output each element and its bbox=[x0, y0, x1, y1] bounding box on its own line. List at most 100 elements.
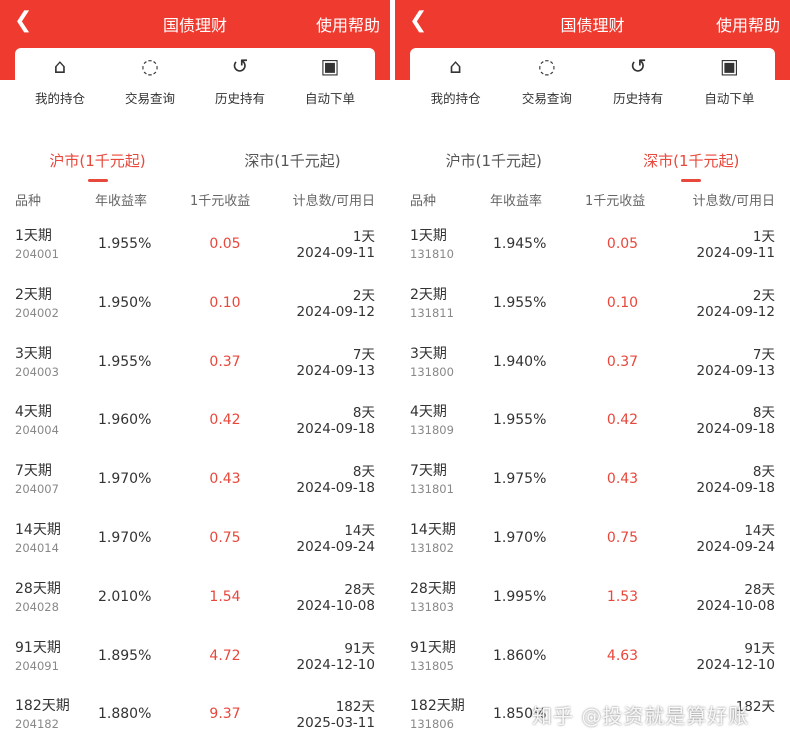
earnings-per-1000: 0.43 bbox=[606, 471, 639, 488]
product-name: 28天期 bbox=[15, 580, 61, 597]
annual-rate: 1.850% bbox=[493, 706, 547, 723]
quick-action-1[interactable]: ◌ 交易查询 bbox=[501, 48, 592, 118]
available-date: 2024-12-10 bbox=[696, 656, 775, 673]
available-date: 2024-09-18 bbox=[696, 480, 775, 497]
available-date: 2024-09-13 bbox=[696, 362, 775, 379]
product-code: 131803 bbox=[410, 599, 454, 614]
table-row[interactable]: 28天期 204028 2.010% 1.54 28天 2024-10-08 bbox=[0, 578, 390, 636]
annual-rate: 1.970% bbox=[98, 471, 152, 488]
annual-rate: 1.975% bbox=[493, 471, 547, 488]
product-code: 131811 bbox=[410, 305, 454, 320]
product-code: 204182 bbox=[15, 717, 59, 732]
table-row[interactable]: 28天期 131803 1.995% 1.53 28天 2024-10-08 bbox=[395, 578, 790, 636]
earnings-per-1000: 0.37 bbox=[606, 353, 639, 370]
product-name: 2天期 bbox=[15, 286, 52, 303]
earnings-per-1000: 0.75 bbox=[209, 530, 241, 546]
available-date: 2024-09-18 bbox=[696, 421, 775, 438]
chat-search-icon: ◌ bbox=[538, 54, 556, 78]
col-days: 计息数/可用日 bbox=[692, 194, 775, 209]
product-name: 4天期 bbox=[410, 404, 447, 421]
annual-rate: 1.895% bbox=[98, 647, 152, 664]
product-name: 4天期 bbox=[15, 404, 52, 421]
interest-days: 91天 bbox=[744, 640, 775, 657]
table-row[interactable]: 7天期 131801 1.975% 0.43 8天 2024-09-18 bbox=[395, 460, 790, 518]
interest-days: 14天 bbox=[344, 523, 375, 539]
table-row[interactable]: 1天期 131810 1.945% 0.05 1天 2024-09-11 bbox=[395, 225, 790, 283]
table-row[interactable]: 182天期 131806 1.850% 182天 bbox=[395, 695, 790, 750]
available-date: 2025-03-11 bbox=[296, 715, 375, 732]
product-name: 3天期 bbox=[410, 345, 447, 362]
watermark: 知乎 @投资就是算好账 bbox=[532, 704, 750, 728]
product-code: 131801 bbox=[410, 482, 454, 497]
table-row[interactable]: 3天期 204003 1.955% 0.37 7天 2024-09-13 bbox=[0, 343, 390, 401]
col-earn: 1千元收益 bbox=[190, 194, 251, 209]
interest-days: 182天 bbox=[735, 699, 775, 716]
ai-fire-icon: ▣ bbox=[320, 54, 340, 78]
table-row[interactable]: 182天期 204182 1.880% 9.37 182天 2025-03-11 bbox=[0, 695, 390, 750]
annual-rate: 1.940% bbox=[493, 353, 547, 370]
table-row[interactable]: 1天期 204001 1.955% 0.05 1天 2024-09-11 bbox=[0, 225, 390, 283]
product-name: 14天期 bbox=[15, 522, 61, 538]
annual-rate: 2.010% bbox=[98, 588, 152, 605]
quick-action-2[interactable]: ↺ 历史持有 bbox=[195, 48, 285, 118]
chat-search-icon: ◌ bbox=[141, 54, 159, 78]
tab-market-1[interactable]: 深市(1千元起) bbox=[593, 150, 790, 182]
tab-market-1[interactable]: 深市(1千元起) bbox=[244, 152, 341, 170]
table-row[interactable]: 2天期 204002 1.950% 0.10 2天 2024-09-12 bbox=[0, 284, 390, 342]
table-row[interactable]: 3天期 131800 1.940% 0.37 7天 2024-09-13 bbox=[395, 343, 790, 401]
panel-shanghai: ❮ 国债理财 使用帮助 ⌂ 我的持仓 ◌ 交易查询 ↺ 历史持有 ▣ 自动下单 沪市(1千元起)… bbox=[0, 0, 390, 750]
quick-actions: ⌂ 我的持仓 ◌ 交易查询 ↺ 历史持有 ▣ 自动下单 bbox=[15, 48, 375, 118]
quick-action-3[interactable]: ▣ 自动下单 bbox=[684, 48, 775, 118]
earnings-per-1000: 0.37 bbox=[209, 353, 241, 370]
product-code: 204002 bbox=[15, 305, 59, 320]
product-code: 204001 bbox=[15, 247, 59, 261]
available-date: 2024-09-18 bbox=[296, 480, 375, 497]
quick-action-3[interactable]: ▣ 自动下单 bbox=[285, 48, 375, 118]
product-name: 28天期 bbox=[410, 580, 456, 597]
quick-action-0[interactable]: ⌂ 我的持仓 bbox=[15, 48, 105, 118]
back-button[interactable]: ❮ bbox=[14, 8, 33, 33]
product-name: 1天期 bbox=[15, 228, 52, 244]
available-date: 2024-09-11 bbox=[696, 245, 775, 261]
table-row[interactable]: 7天期 204007 1.970% 0.43 8天 2024-09-18 bbox=[0, 460, 390, 518]
help-link[interactable]: 使用帮助 bbox=[715, 16, 780, 35]
table-row[interactable]: 2天期 131811 1.955% 0.10 2天 2024-09-12 bbox=[395, 284, 790, 342]
annual-rate: 1.955% bbox=[98, 236, 152, 252]
available-date: 2024-09-12 bbox=[296, 303, 375, 320]
product-code: 204003 bbox=[15, 364, 59, 379]
tab-market-0[interactable]: 沪市(1千元起) bbox=[445, 152, 542, 170]
table-row[interactable]: 91天期 204091 1.895% 4.72 91天 2024-12-10 bbox=[0, 637, 390, 695]
product-code: 204014 bbox=[15, 541, 59, 555]
col-name: 品种 bbox=[15, 194, 42, 209]
interest-days: 8天 bbox=[752, 405, 775, 422]
earnings-per-1000: 4.72 bbox=[209, 647, 241, 664]
quick-action-0[interactable]: ⌂ 我的持仓 bbox=[410, 48, 501, 118]
quick-action-1[interactable]: ◌ 交易查询 bbox=[105, 48, 195, 118]
interest-days: 14天 bbox=[744, 523, 775, 539]
table-row[interactable]: 14天期 131802 1.970% 0.75 14天 2024-09-24 bbox=[395, 519, 790, 577]
back-button[interactable]: ❮ bbox=[409, 8, 428, 33]
col-name: 品种 bbox=[410, 194, 437, 209]
product-code: 131806 bbox=[410, 717, 454, 732]
earnings-per-1000: 1.54 bbox=[209, 588, 241, 605]
annual-rate: 1.880% bbox=[98, 706, 152, 723]
tab-market-0[interactable]: 沪市(1千元起) bbox=[0, 150, 195, 182]
interest-days: 2天 bbox=[752, 287, 775, 304]
help-link[interactable]: 使用帮助 bbox=[315, 16, 380, 35]
quick-action-2[interactable]: ↺ 历史持有 bbox=[593, 48, 684, 118]
product-name: 14天期 bbox=[410, 522, 456, 538]
interest-days: 8天 bbox=[352, 464, 375, 481]
earnings-per-1000: 0.75 bbox=[606, 530, 639, 546]
available-date: 2024-09-18 bbox=[296, 421, 375, 438]
table-row[interactable]: 4天期 204004 1.960% 0.42 8天 2024-09-18 bbox=[0, 401, 390, 459]
page-title: 国债理财 bbox=[560, 16, 625, 35]
product-name: 182天期 bbox=[15, 698, 70, 715]
table-row[interactable]: 4天期 131809 1.955% 0.42 8天 2024-09-18 bbox=[395, 401, 790, 459]
table-row[interactable]: 91天期 131805 1.860% 4.63 91天 2024-12-10 bbox=[395, 637, 790, 695]
table-row[interactable]: 14天期 204014 1.970% 0.75 14天 2024-09-24 bbox=[0, 519, 390, 577]
product-name: 1天期 bbox=[410, 228, 447, 244]
available-date: 2024-09-24 bbox=[696, 539, 775, 555]
market-tabs: 沪市(1千元起) 深市(1千元起) bbox=[395, 150, 790, 182]
product-name: 3天期 bbox=[15, 345, 52, 362]
available-date: 2024-09-24 bbox=[296, 539, 375, 555]
